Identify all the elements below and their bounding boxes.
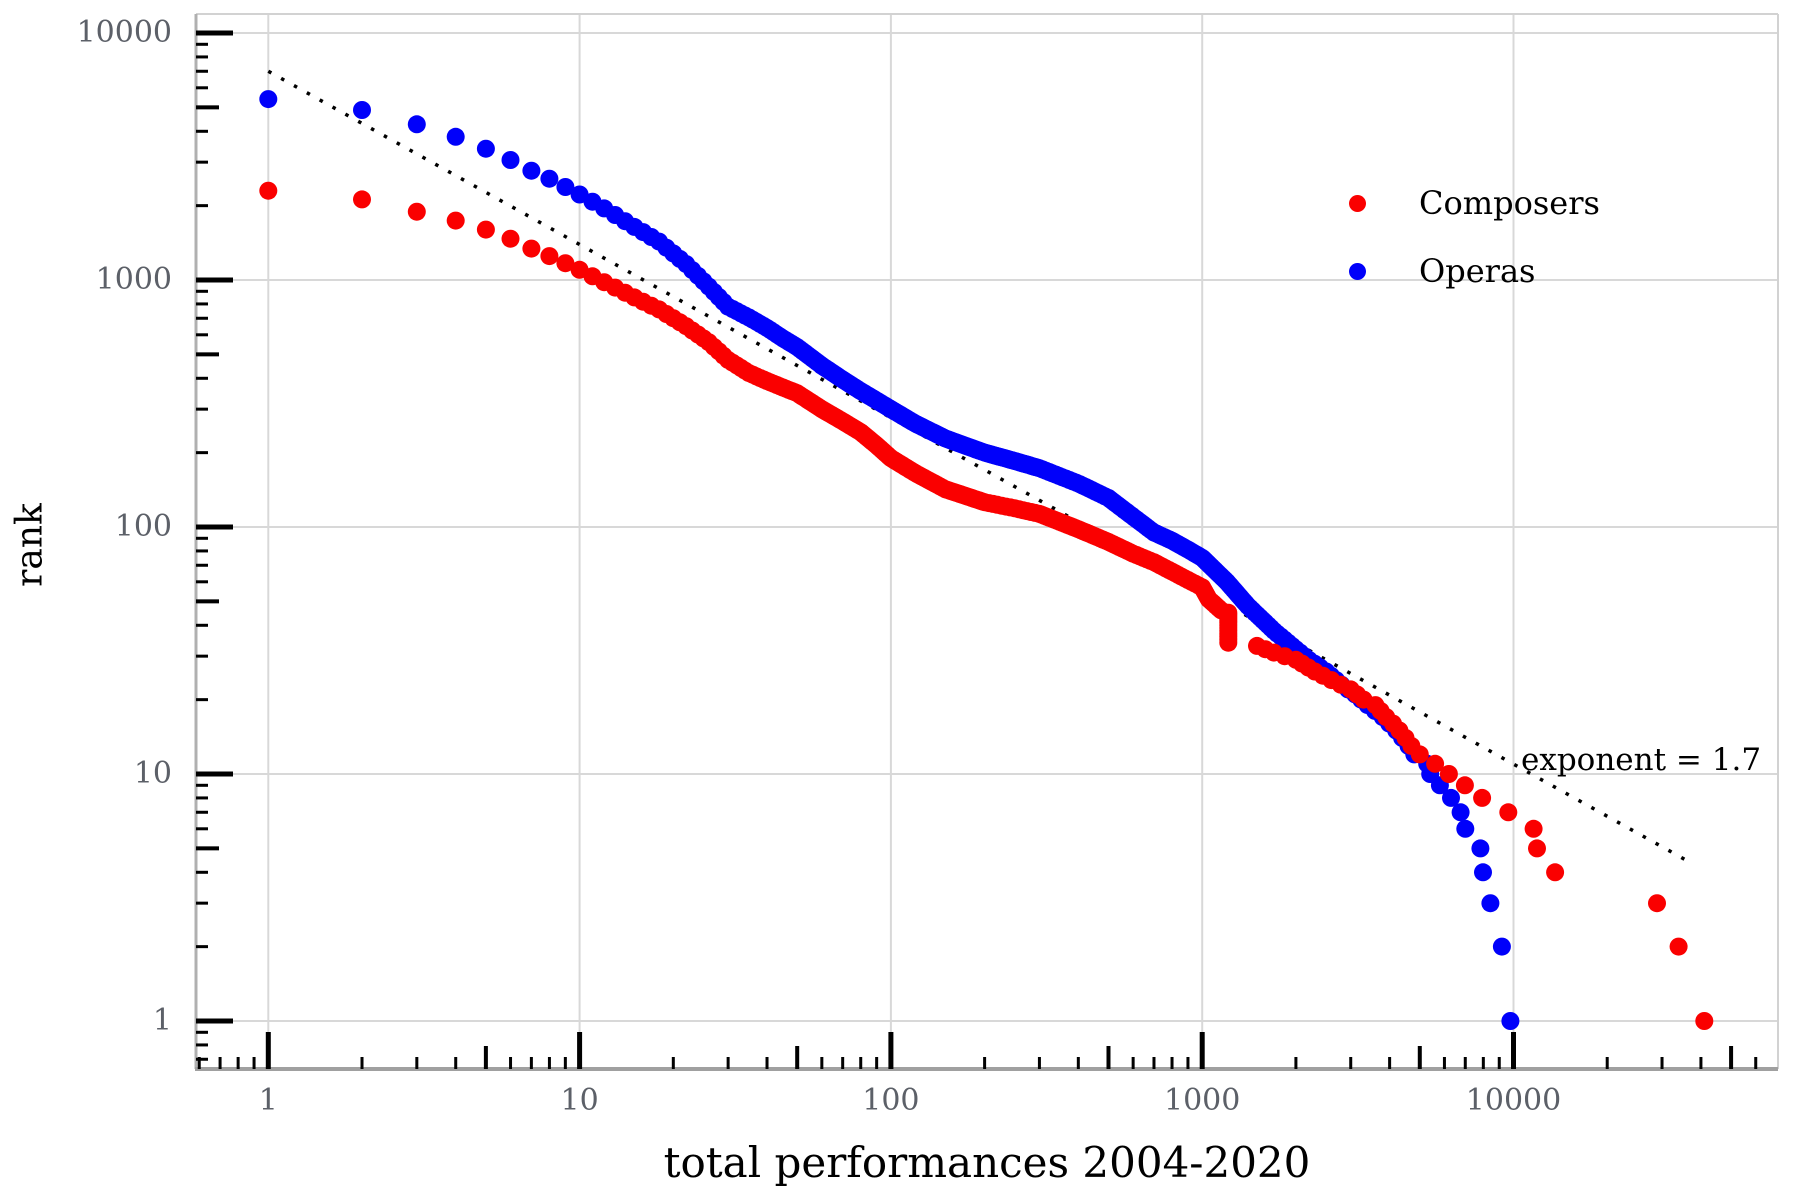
- trend-exponent-label: exponent = 1.7: [1521, 742, 1762, 778]
- y-tick-label: 100: [114, 509, 172, 544]
- x-tick-label: 10000: [1465, 1083, 1562, 1118]
- legend: Composers Operas: [1349, 184, 1600, 322]
- legend-swatch-dot: [1349, 262, 1366, 280]
- x-axis-title: total performances 2004-2020: [663, 1138, 1311, 1187]
- axis-tick-marks: [196, 30, 1758, 1069]
- x-tick-label: 1000: [1164, 1083, 1241, 1118]
- gridlines: [196, 14, 1778, 1069]
- y-tick-label: 1: [152, 1003, 172, 1038]
- legend-label: Composers: [1419, 184, 1600, 222]
- x-tick-label: 100: [862, 1083, 920, 1118]
- x-tick-label: 1: [258, 1083, 278, 1118]
- data-points: [259, 90, 1714, 1030]
- y-tick-label: 1000: [95, 262, 172, 297]
- axis-spines: [194, 13, 1779, 1071]
- legend-item: Operas: [1349, 252, 1600, 290]
- y-tick-label: 10: [133, 756, 172, 791]
- legend-label: Operas: [1419, 252, 1536, 290]
- legend-item: Composers: [1349, 184, 1600, 222]
- y-tick-label: 10000: [76, 15, 172, 50]
- x-tick-label: 10: [560, 1083, 599, 1118]
- legend-swatch-dot: [1349, 194, 1366, 212]
